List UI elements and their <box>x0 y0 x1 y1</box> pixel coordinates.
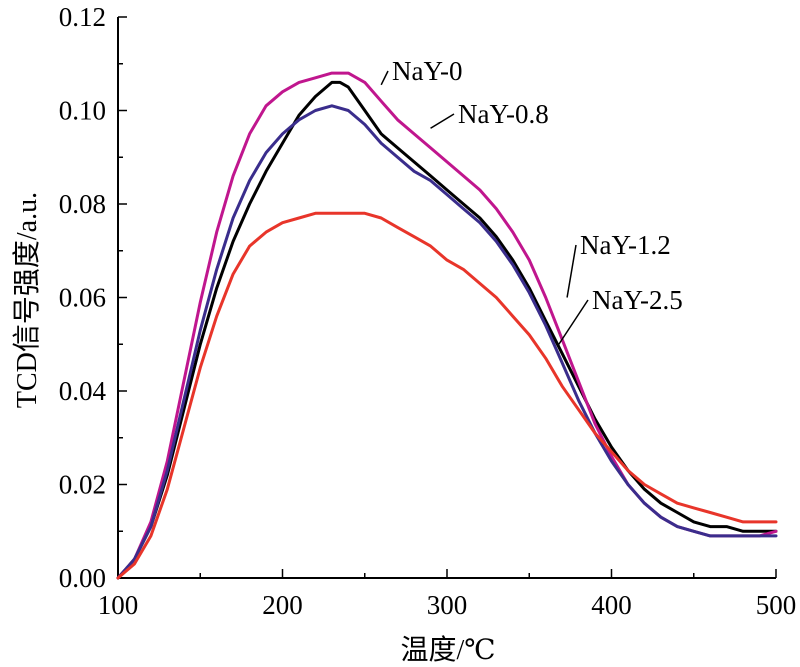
y-tick-label: 0.04 <box>59 376 107 406</box>
x-tick-label: 100 <box>98 590 139 620</box>
y-tick-label: 0.00 <box>59 563 106 593</box>
y-tick-label: 0.08 <box>59 189 106 219</box>
series-line-nay-2-5 <box>116 211 778 580</box>
series-labels: NaY-0 NaY-0.8 NaY-1.2 NaY-2.5 <box>380 56 683 345</box>
series-leader-line <box>380 70 389 86</box>
y-axis-title: TCD信号强度/a.u. <box>11 192 43 408</box>
series-label: NaY-2.5 <box>592 285 683 315</box>
y-tick-label: 0.02 <box>59 470 106 500</box>
axes: 100 200 300 400 500 0.00 0.02 0.04 0.06 0.08 0.10 0… <box>59 2 797 620</box>
x-tick-label: 200 <box>262 590 303 620</box>
x-axis-title: 温度/℃ <box>400 634 495 666</box>
x-tick-label: 300 <box>427 590 468 620</box>
series-lines <box>116 71 778 580</box>
y-tick-label: 0.10 <box>59 96 106 126</box>
x-tick-label: 400 <box>591 590 632 620</box>
series-label: NaY-1.2 <box>580 230 671 260</box>
series-line-nay-0 <box>116 80 778 580</box>
series-leader-line <box>430 113 455 129</box>
y-tick-label: 0.12 <box>59 2 106 32</box>
series-leader-line <box>566 244 577 298</box>
series-leader-line <box>558 299 589 345</box>
series-label: NaY-0.8 <box>458 99 549 129</box>
y-tick-label: 0.06 <box>59 283 106 313</box>
series-label: NaY-0 <box>392 56 462 86</box>
series-line-nay-1-2 <box>116 104 778 580</box>
x-tick-label: 500 <box>756 590 797 620</box>
